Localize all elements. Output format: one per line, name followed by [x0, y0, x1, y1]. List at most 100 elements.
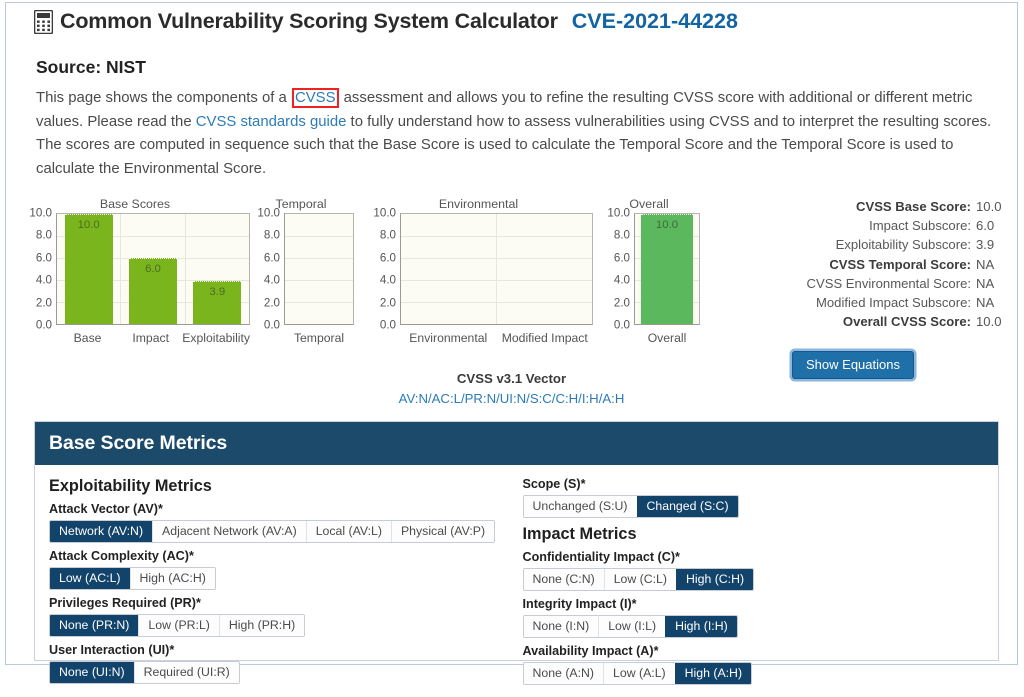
y-tick: 4.0 [263, 273, 280, 287]
score-label: CVSS Base Score: [856, 199, 971, 214]
bar: 10.0 [640, 214, 694, 324]
option-i-low[interactable]: Low (I:L) [598, 616, 666, 637]
show-equations-button[interactable]: Show Equations [792, 351, 914, 380]
score-value: 3.9 [976, 237, 995, 253]
y-tick: 4.0 [35, 273, 52, 287]
option-pr-high[interactable]: High (PR:H) [218, 615, 305, 636]
score-row: Impact Subscore: 6.0 [706, 216, 1006, 235]
y-axis: 10.0 8.0 6.0 4.0 2.0 0.0 [248, 207, 284, 332]
intro-text-part3: to fully understand how to assess vulner… [36, 113, 992, 177]
score-row: Exploitability Subscore: 3.9 [706, 235, 1006, 254]
button-group-availability-impact: None (A:N) Low (A:L) High (A:H) [522, 662, 753, 685]
x-tick: Modified Impact [501, 331, 588, 345]
intro-text-part1: This page shows the components of a [36, 90, 291, 106]
option-av-physical[interactable]: Physical (AV:P) [390, 521, 495, 542]
metric-label-availability-impact: Availability Impact (A)* [522, 644, 659, 658]
y-tick: 2.0 [379, 296, 396, 310]
option-pr-low[interactable]: Low (PR:L) [138, 615, 219, 636]
option-ac-low[interactable]: Low (AC:L) [50, 568, 130, 589]
option-a-high[interactable]: High (A:H) [674, 663, 752, 684]
button-group-attack-complexity: Low (AC:L) High (AC:H) [49, 567, 216, 590]
option-c-none[interactable]: None (C:N) [523, 569, 604, 590]
button-group-integrity-impact: None (I:N) Low (I:L) High (I:H) [522, 615, 738, 638]
score-value: NA [976, 256, 995, 272]
score-label: CVSS Temporal Score: [829, 256, 971, 272]
exploitability-metrics-column: Exploitability Metrics Attack Vector (AV… [49, 477, 517, 685]
plot-area [400, 213, 593, 325]
score-label: CVSS Environmental Score: [806, 275, 971, 291]
cvss-vector: CVSS v3.1 Vector AV:N/AC:L/PR:N/UI:N/S:C… [6, 371, 1017, 406]
cve-id-link[interactable]: CVE-2021-44228 [571, 9, 738, 33]
bar-value-label: 3.9 [209, 286, 226, 299]
y-tick: 6.0 [613, 251, 630, 265]
metric-label-attack-complexity: Attack Complexity (AC)* [49, 549, 194, 563]
option-i-high[interactable]: High (I:H) [665, 616, 737, 637]
option-ac-high[interactable]: High (AC:H) [129, 568, 215, 589]
vector-string[interactable]: AV:N/AC:L/PR:N/UI:N/S:C/C:H/I:H/A:H [398, 391, 625, 406]
y-tick: 8.0 [613, 228, 630, 242]
option-c-high[interactable]: High (C:H) [676, 569, 754, 590]
chart-temporal: Temporal 10.0 8.0 6.0 4.0 2.0 0.0 Tempor… [248, 196, 354, 345]
y-tick: 0.0 [263, 318, 280, 332]
score-value: NA [976, 295, 995, 311]
x-axis: Overall [634, 325, 700, 345]
option-av-adjacent-network[interactable]: Adjacent Network (AV:A) [152, 521, 306, 542]
bar: 3.9 [193, 281, 242, 324]
chart-title: Base Scores [99, 197, 171, 211]
option-a-none[interactable]: None (A:N) [523, 663, 604, 684]
option-s-unchanged[interactable]: Unchanged (S:U) [523, 496, 637, 517]
y-tick: 10.0 [257, 206, 280, 220]
page-title: Common Vulnerability Scoring System Calc… [34, 9, 738, 34]
score-row: CVSS Base Score: 10.0 [706, 197, 1006, 216]
button-group-confidentiality-impact: None (C:N) Low (C:L) High (C:H) [522, 568, 755, 591]
y-tick: 10.0 [607, 206, 630, 220]
score-value: NA [976, 275, 995, 291]
metric-label-attack-vector: Attack Vector (AV)* [49, 502, 163, 516]
x-axis: Temporal [284, 325, 354, 345]
chart-base-scores: Base Scores 10.0 8.0 6.0 4.0 2.0 0.0 10.… [20, 196, 250, 345]
intro-text-part2: assessment and allows you to refine the … [36, 90, 973, 130]
y-tick: 4.0 [613, 273, 630, 287]
chart-environmental: Environmental 10.0 8.0 6.0 4.0 2.0 0.0 E… [364, 196, 593, 345]
option-pr-none[interactable]: None (PR:N) [50, 615, 139, 636]
cvss-standards-guide-link[interactable]: CVSS standards guide [195, 113, 347, 130]
option-ui-required[interactable]: Required (UI:R) [133, 662, 239, 683]
option-i-none[interactable]: None (I:N) [523, 616, 599, 637]
score-label: Impact Subscore: [869, 218, 971, 234]
metric-label-confidentiality-impact: Confidentiality Impact (C)* [522, 550, 680, 564]
y-tick: 6.0 [379, 251, 396, 265]
button-group-scope: Unchanged (S:U) Changed (S:C) [522, 495, 739, 518]
y-tick: 6.0 [263, 251, 280, 265]
chart-title: Temporal [275, 197, 327, 211]
score-label: Exploitability Subscore: [835, 237, 971, 253]
cvss-link[interactable]: CVSS [294, 90, 336, 106]
y-tick: 8.0 [35, 228, 52, 242]
calculator-icon [34, 9, 53, 34]
option-c-low[interactable]: Low (C:L) [603, 569, 676, 590]
y-tick: 2.0 [613, 296, 630, 310]
option-ui-none[interactable]: None (UI:N) [50, 662, 134, 683]
page-title-text: Common Vulnerability Scoring System Calc… [60, 9, 558, 33]
score-value: 6.0 [976, 218, 995, 234]
button-group-user-interaction: None (UI:N) Required (UI:R) [49, 661, 240, 684]
cvss-link-highlight: CVSS [291, 88, 339, 108]
bar-value-label: 10.0 [655, 219, 679, 231]
option-s-changed[interactable]: Changed (S:C) [636, 496, 738, 517]
chart-title: Environmental [438, 197, 519, 211]
score-label: Modified Impact Subscore: [815, 295, 971, 311]
plot-area: 10.0 [634, 213, 700, 325]
option-av-local[interactable]: Local (AV:L) [305, 521, 391, 542]
button-group-attack-vector: Network (AV:N) Adjacent Network (AV:A) L… [49, 520, 496, 543]
y-tick: 0.0 [35, 318, 52, 332]
panel-header: Base Score Metrics [35, 422, 998, 465]
option-av-network[interactable]: Network (AV:N) [50, 521, 153, 542]
section-title-exploitability: Exploitability Metrics [49, 477, 212, 495]
y-axis: 10.0 8.0 6.0 4.0 2.0 0.0 [20, 207, 56, 332]
score-label: Overall CVSS Score: [842, 314, 971, 330]
y-tick: 6.0 [35, 251, 52, 265]
score-charts: Base Scores 10.0 8.0 6.0 4.0 2.0 0.0 10.… [20, 196, 700, 345]
metric-label-scope: Scope (S)* [522, 477, 586, 491]
chart-title: Overall [629, 197, 669, 211]
option-a-low[interactable]: Low (A:L) [603, 663, 675, 684]
y-tick: 0.0 [613, 318, 630, 332]
